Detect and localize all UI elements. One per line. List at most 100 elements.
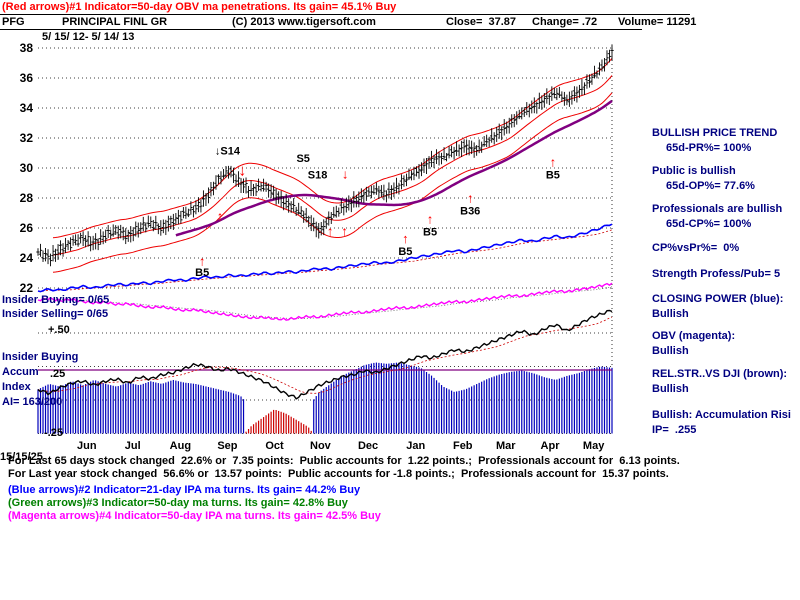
rel-strength-ma-line [37, 316, 613, 394]
accum-bar [313, 399, 315, 434]
accum-bar [521, 370, 523, 434]
accum-bar-negative [270, 411, 272, 434]
accum-bar [120, 385, 122, 434]
buy-arrow-icon: ↑ [427, 212, 434, 227]
sell-signal-label: S18 [308, 170, 328, 182]
analysis-panel-line: BULLISH PRICE TREND [652, 127, 778, 139]
accum-bar [420, 368, 423, 434]
accum-bar [556, 379, 558, 434]
accum-bar-negative [298, 421, 300, 434]
month-axis-label: Oct [265, 440, 284, 452]
accum-bar [448, 389, 450, 434]
price-axis-label: 28 [20, 191, 34, 205]
accum-bar [42, 386, 44, 434]
accum-bar [578, 372, 581, 434]
accum-bar [533, 373, 535, 434]
analysis-panel-line: Public is bullish [652, 165, 736, 177]
accum-bar [390, 363, 393, 434]
accum-bar [566, 375, 568, 434]
accum-bar [603, 366, 606, 434]
accum-bar [197, 384, 200, 434]
copyright-text: (C) 2013 www.tigersoft.com [232, 16, 376, 28]
accum-bar [483, 380, 485, 434]
accum-bar [385, 363, 388, 434]
accum-bar-negative [305, 425, 307, 434]
accum-bar-negative [250, 426, 252, 434]
accum-bar-negative [257, 420, 260, 434]
accum-bar [511, 371, 513, 434]
accum-bar [360, 366, 362, 434]
pane-title-accum: Accum [2, 366, 39, 378]
accum-bar [491, 377, 493, 434]
accum-bar [561, 377, 563, 434]
accum-bar [235, 394, 237, 434]
accum-bar [222, 390, 225, 434]
change-value: Change= .72 [532, 16, 598, 28]
accum-bar [52, 384, 54, 434]
sell-arrow-icon: ↓ [342, 167, 349, 182]
accum-bar [47, 384, 49, 434]
obv-line [37, 282, 613, 321]
accum-bar [408, 365, 410, 434]
company-name: PRINCIPAL FINL GR [62, 16, 168, 28]
accum-bar [338, 378, 340, 434]
accum-bar [581, 371, 583, 434]
analysis-panel-line: CP%vsPr%= 0% [652, 242, 740, 254]
accum-bar [588, 369, 591, 434]
accum-bar [433, 377, 435, 434]
accum-bar [380, 363, 382, 434]
accum-bar-negative [265, 415, 267, 434]
accum-bar [132, 383, 134, 434]
insider-selling-count: Insider Selling= 0/65 [2, 308, 109, 320]
ma-50day-line [175, 99, 613, 237]
month-axis-label: Jun [77, 440, 97, 452]
accum-bar [127, 382, 129, 434]
accum-bar [157, 383, 159, 434]
accum-bar-negative [295, 419, 297, 434]
accum-bar [508, 372, 510, 434]
accum-bar [185, 382, 187, 434]
accum-bar [82, 385, 84, 434]
accum-bar-negative [278, 410, 280, 434]
accum-bar [195, 384, 197, 434]
accum-bar [220, 389, 222, 434]
month-axis-label: Sep [217, 440, 237, 452]
accum-bar [466, 388, 468, 434]
accum-bar [350, 371, 352, 434]
accum-bar [110, 385, 112, 434]
accum-bar [453, 391, 455, 434]
accum-bar [59, 386, 62, 434]
price-axis-label: 30 [20, 161, 34, 175]
closing-power-ma-line [37, 229, 613, 292]
accum-bar [328, 385, 330, 434]
price-axis-label: 34 [20, 101, 34, 115]
accum-bar [44, 385, 47, 434]
buy-signal-label: B5 [398, 246, 412, 258]
accum-bar [383, 363, 385, 434]
accum-bar [215, 388, 217, 434]
buy-signal-label: B5 [423, 227, 437, 239]
lower-band-line [52, 92, 613, 273]
accum-bar [69, 381, 72, 434]
accum-bar [145, 382, 147, 434]
accum-bar [365, 364, 367, 434]
price-axis-label: 22 [20, 281, 34, 295]
accum-bar-negative [262, 417, 265, 434]
analysis-panel-line: CLOSING POWER (blue): [652, 293, 784, 305]
accum-bar [611, 367, 613, 434]
accum-bar [471, 386, 473, 434]
accum-bar [125, 383, 127, 434]
analysis-panel-line: Bullish [652, 383, 689, 395]
accum-bar [423, 370, 425, 434]
accum-bar [606, 367, 608, 434]
footer-line: (Green arrows)#3 Indicator=50-day ma tur… [8, 497, 348, 509]
accum-bar [596, 367, 598, 434]
price-axis-label: 24 [20, 251, 34, 265]
accum-bar [62, 385, 64, 434]
accum-bar [57, 386, 59, 434]
analysis-panel-line: Bullish [652, 345, 689, 357]
accum-bar [546, 377, 548, 434]
accum-bar-negative [245, 431, 247, 434]
analysis-panel-line: 65d-CP%= 100% [666, 218, 752, 230]
